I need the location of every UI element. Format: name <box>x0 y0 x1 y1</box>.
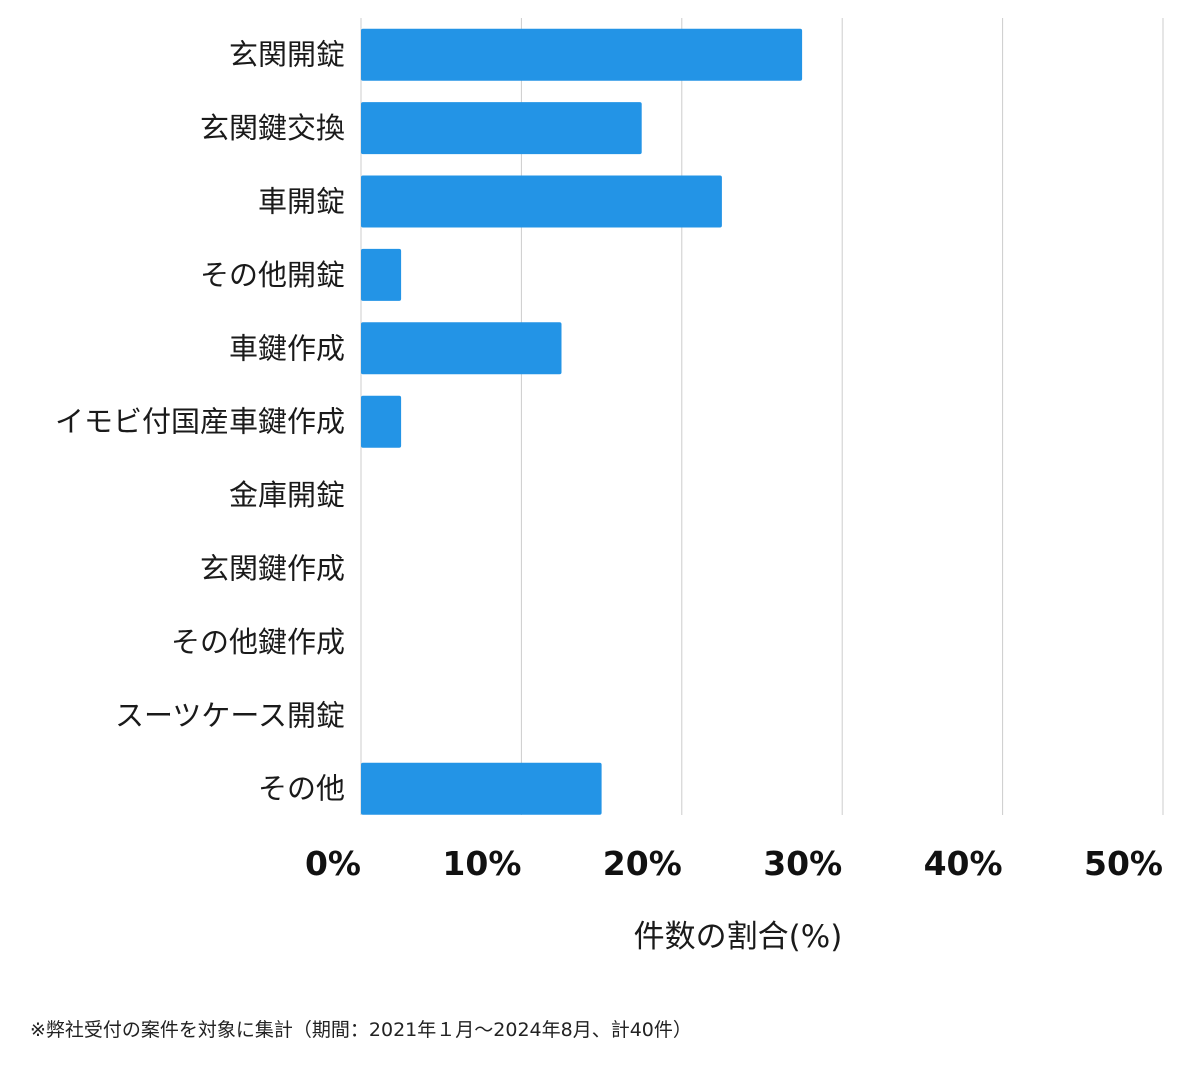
x-tick-label: 10% <box>442 844 521 883</box>
bar <box>361 28 803 81</box>
category-label: その他鍵作成 <box>171 625 345 659</box>
category-label: 玄関鍵作成 <box>200 552 345 586</box>
x-tick-label: 40% <box>924 844 1003 883</box>
x-axis-title: 件数の割合(%) <box>634 919 843 955</box>
category-label: 玄関鍵交換 <box>200 111 345 145</box>
x-tick-label: 20% <box>603 844 682 883</box>
x-tick-label: 30% <box>763 844 842 883</box>
x-tick-label: 0% <box>305 844 361 883</box>
bar <box>361 248 402 301</box>
footnote: ※弊社受付の案件を対象に集計（期間：2021年１月〜2024年8月、計40件） <box>30 1019 692 1041</box>
bar <box>361 322 562 375</box>
category-label: その他開錠 <box>200 258 345 292</box>
x-tick-label: 50% <box>1084 844 1163 883</box>
category-labels: 玄関開錠玄関鍵交換車開錠その他開錠車鍵作成イモビ付国産車鍵作成金庫開錠玄関鍵作成… <box>55 38 345 806</box>
bar <box>361 175 722 228</box>
category-label: スーツケース開錠 <box>115 698 345 732</box>
category-label: イモビ付国産車鍵作成 <box>55 405 345 439</box>
category-label: その他 <box>258 772 345 806</box>
category-label: 玄関開錠 <box>229 38 345 72</box>
category-label: 車開錠 <box>258 185 345 219</box>
category-label: 車鍵作成 <box>229 331 345 365</box>
bar <box>361 762 602 815</box>
category-label: 金庫開錠 <box>229 478 345 512</box>
x-tick-labels: 0% 10% 20% 30% 40% 50% <box>305 844 1163 883</box>
bar <box>361 395 402 448</box>
bars <box>361 28 803 815</box>
bar <box>361 102 642 155</box>
